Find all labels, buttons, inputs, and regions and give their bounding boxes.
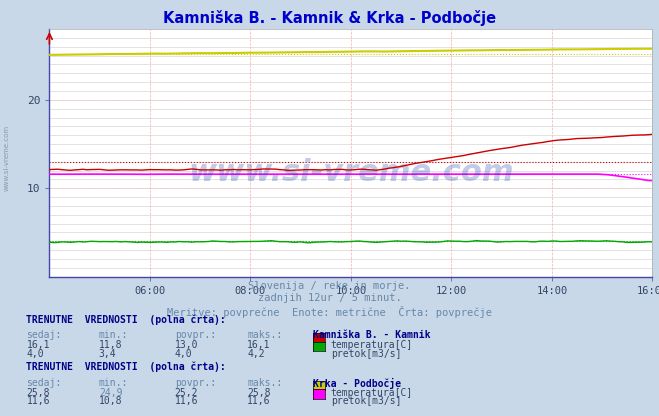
Text: Slovenija / reke in morje.: Slovenija / reke in morje. [248,281,411,291]
Text: sedaj:: sedaj: [26,378,61,388]
Text: pretok[m3/s]: pretok[m3/s] [331,349,401,359]
Text: 4,2: 4,2 [247,349,265,359]
Text: 25,8: 25,8 [247,388,271,398]
Text: 25,2: 25,2 [175,388,198,398]
Text: 11,6: 11,6 [247,396,271,406]
Text: 24,9: 24,9 [99,388,123,398]
Text: pretok[m3/s]: pretok[m3/s] [331,396,401,406]
Text: 3,4: 3,4 [99,349,117,359]
Text: povpr.:: povpr.: [175,330,215,340]
Text: sedaj:: sedaj: [26,330,61,340]
Text: 11,6: 11,6 [26,396,50,406]
Text: min.:: min.: [99,330,129,340]
Text: temperatura[C]: temperatura[C] [331,340,413,350]
Text: 16,1: 16,1 [26,340,50,350]
Text: 11,8: 11,8 [99,340,123,350]
Text: maks.:: maks.: [247,378,282,388]
Text: 4,0: 4,0 [26,349,44,359]
Text: www.si-vreme.com: www.si-vreme.com [3,125,9,191]
Text: temperatura[C]: temperatura[C] [331,388,413,398]
Text: maks.:: maks.: [247,330,282,340]
Text: 10,8: 10,8 [99,396,123,406]
Text: 16,1: 16,1 [247,340,271,350]
Text: 13,0: 13,0 [175,340,198,350]
Text: 11,6: 11,6 [175,396,198,406]
Text: povpr.:: povpr.: [175,378,215,388]
Text: Krka - Podbočje: Krka - Podbočje [313,378,401,389]
Text: TRENUTNE  VREDNOSTI  (polna črta):: TRENUTNE VREDNOSTI (polna črta): [26,314,226,324]
Text: TRENUTNE  VREDNOSTI  (polna črta):: TRENUTNE VREDNOSTI (polna črta): [26,362,226,372]
Text: 25,8: 25,8 [26,388,50,398]
Text: Kamniška B. - Kamnik: Kamniška B. - Kamnik [313,330,430,340]
Text: 4,0: 4,0 [175,349,192,359]
Text: zadnjih 12ur / 5 minut.: zadnjih 12ur / 5 minut. [258,293,401,303]
Text: www.si-vreme.com: www.si-vreme.com [188,158,514,187]
Text: Kamniška B. - Kamnik & Krka - Podbočje: Kamniška B. - Kamnik & Krka - Podbočje [163,10,496,26]
Text: min.:: min.: [99,378,129,388]
Text: Meritve: povprečne  Enote: metrične  Črta: povprečje: Meritve: povprečne Enote: metrične Črta:… [167,306,492,318]
